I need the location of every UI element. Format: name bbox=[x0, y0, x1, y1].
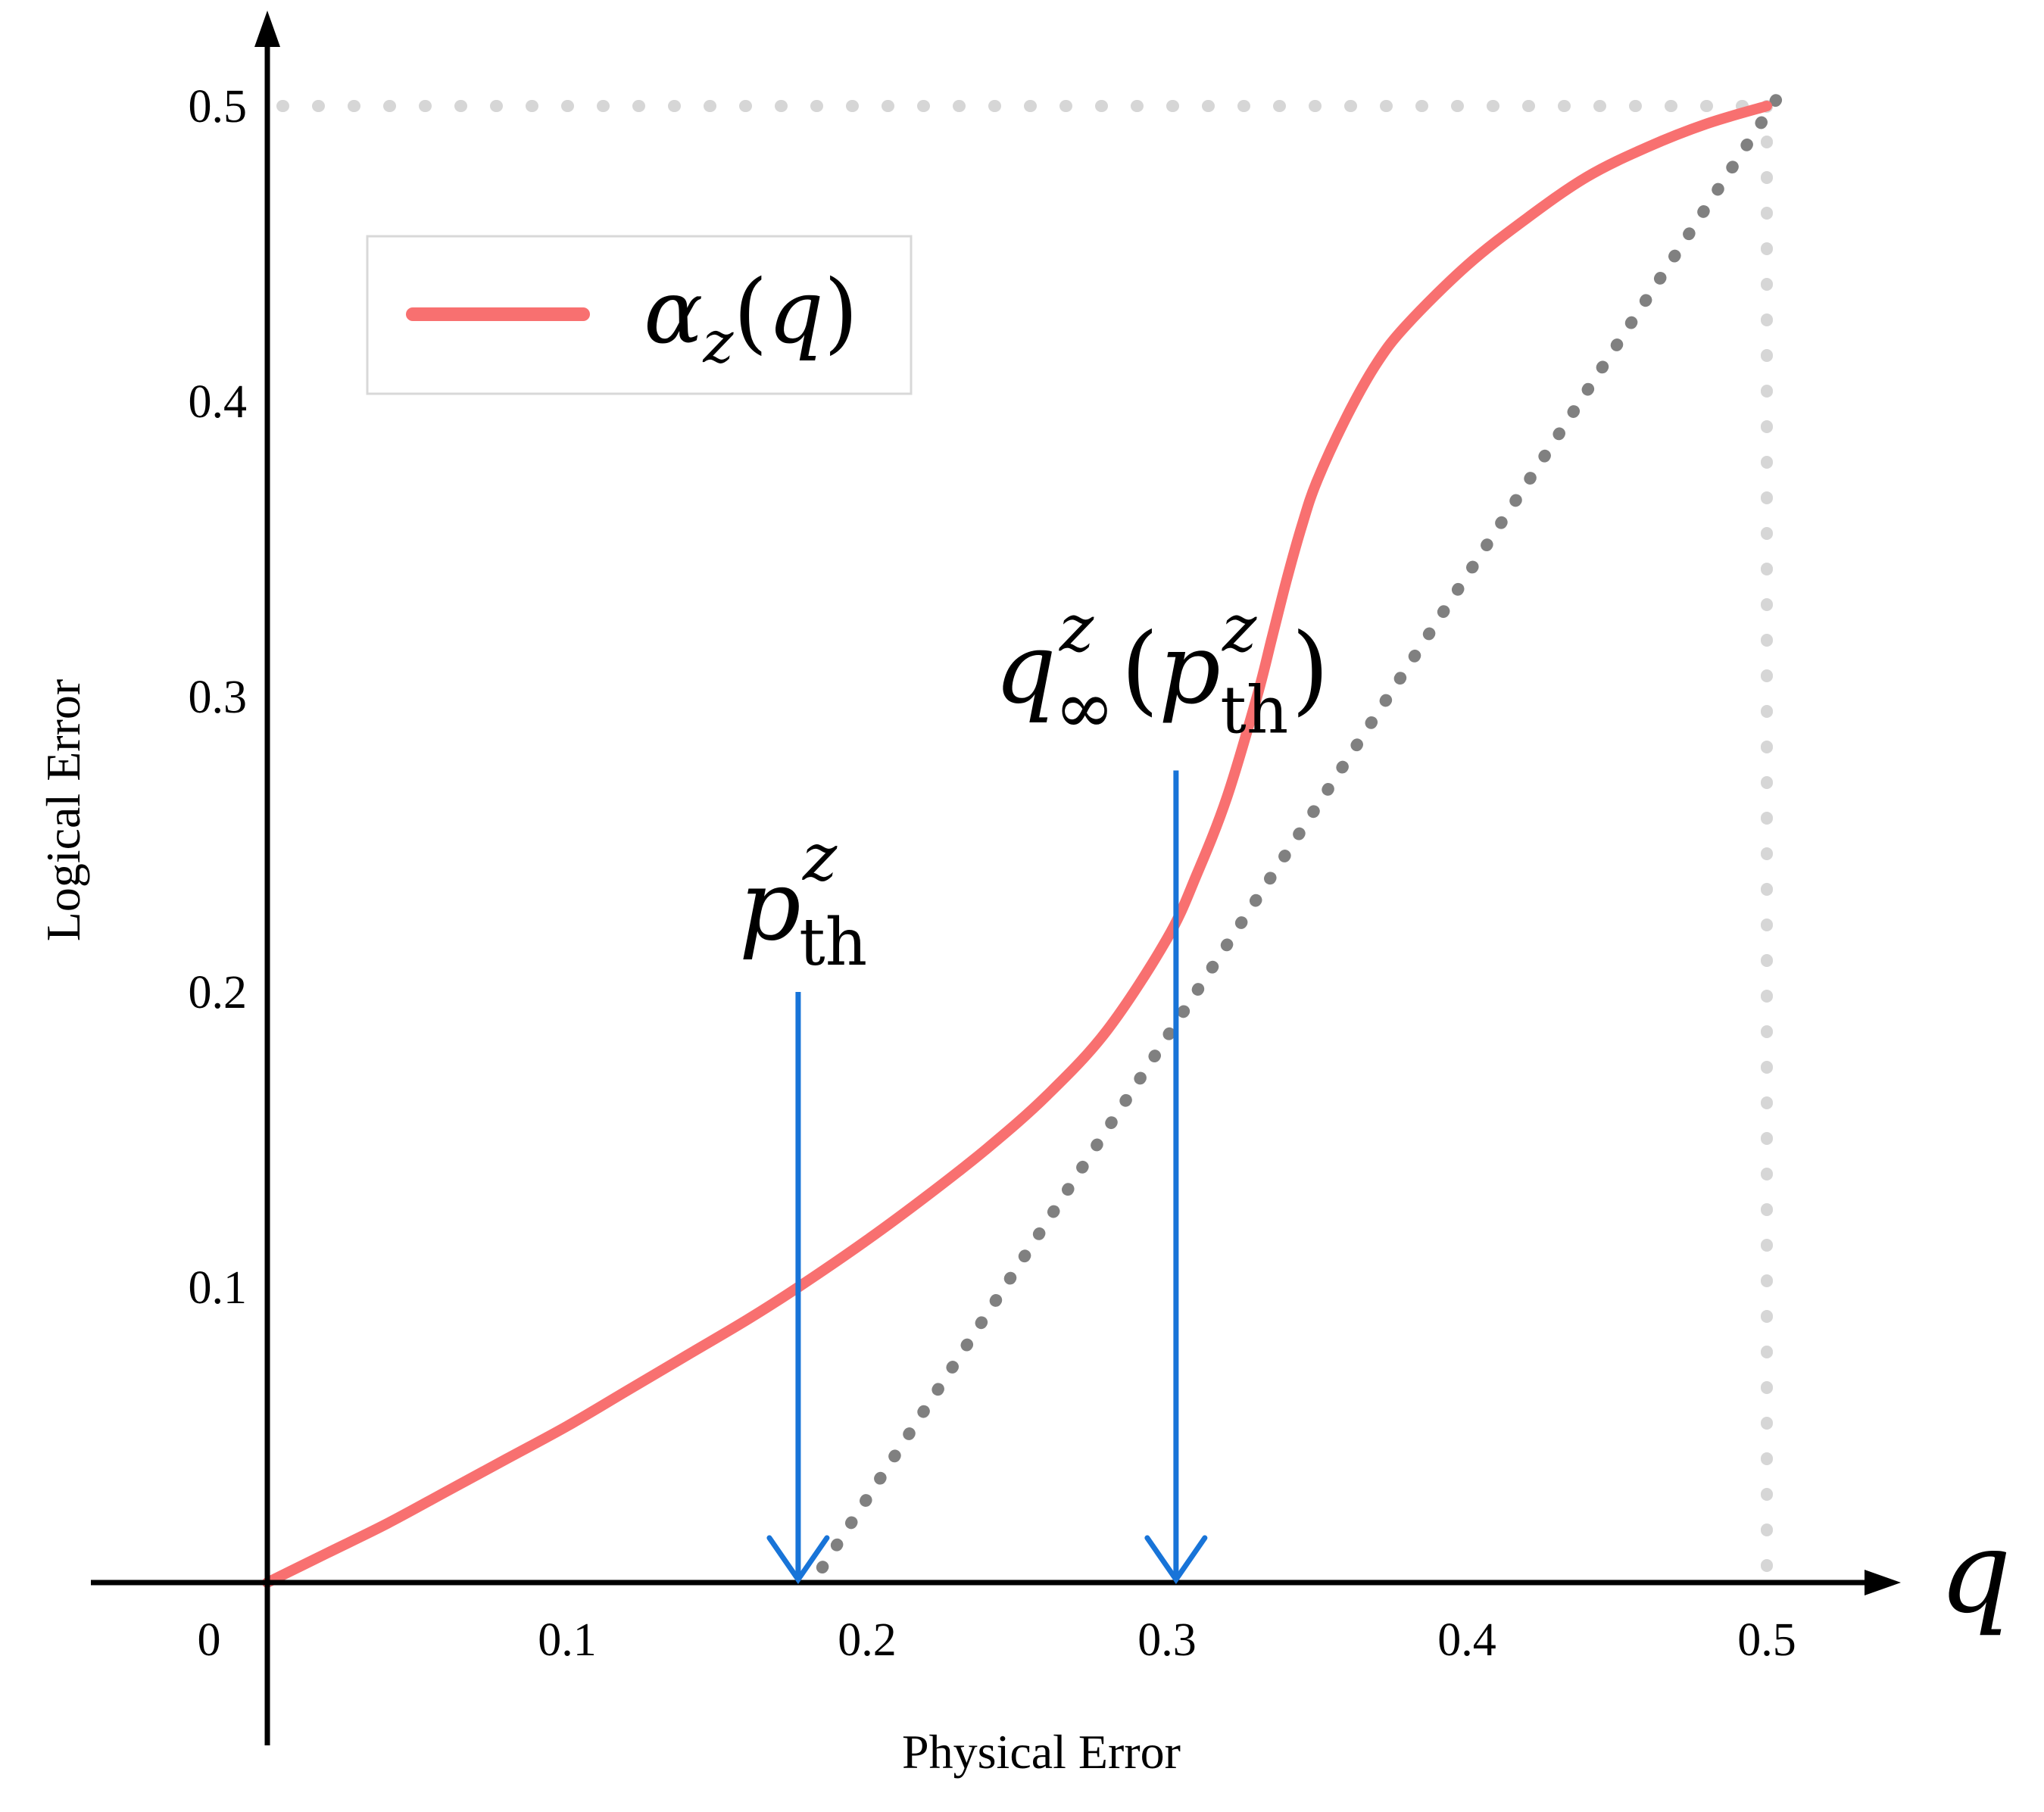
y-tick-label: 0.4 bbox=[189, 376, 248, 428]
reference-diagonal-line bbox=[816, 85, 1788, 1573]
alpha-z-curve bbox=[262, 101, 1772, 1588]
y-tick-label: 0.5 bbox=[189, 81, 248, 133]
y-tick-labels: 0.1 0.2 0.3 0.4 0.5 bbox=[189, 81, 248, 1314]
x-axis-symbol: q bbox=[1939, 1507, 2011, 1639]
x-tick-labels: 0 0.1 0.2 0.3 0.4 0.5 bbox=[198, 1614, 1796, 1666]
x-tick-label: 0.5 bbox=[1737, 1614, 1796, 1666]
y-axis-title: Logical Error bbox=[36, 679, 90, 942]
x-tick-label: 0.2 bbox=[838, 1614, 897, 1666]
y-tick-label: 0.1 bbox=[189, 1262, 248, 1314]
q-infinity-label: qz ∞(pz th) bbox=[994, 591, 1329, 750]
x-axis-arrowhead bbox=[1865, 1570, 1901, 1595]
x-axis-title: Physical Error bbox=[902, 1725, 1181, 1779]
y-axis-arrowhead bbox=[254, 11, 280, 47]
x-tick-label: 0.4 bbox=[1437, 1614, 1496, 1666]
q-infinity-arrow-head bbox=[1144, 1535, 1208, 1585]
legend-label: αz(q) bbox=[644, 261, 858, 376]
annotations: pz th qz ∞(pz th) bbox=[739, 591, 1329, 1585]
y-tick-label: 0.2 bbox=[189, 967, 248, 1018]
y-tick-label: 0.3 bbox=[189, 672, 248, 723]
axes bbox=[91, 11, 1901, 1745]
x-tick-label: 0.1 bbox=[538, 1614, 597, 1666]
p-threshold-label: pz th bbox=[739, 820, 867, 981]
legend: αz(q) bbox=[366, 235, 913, 395]
x-tick-label: 0 bbox=[198, 1614, 221, 1666]
x-tick-label: 0.3 bbox=[1137, 1614, 1197, 1666]
p-threshold-arrow-head bbox=[766, 1535, 830, 1585]
